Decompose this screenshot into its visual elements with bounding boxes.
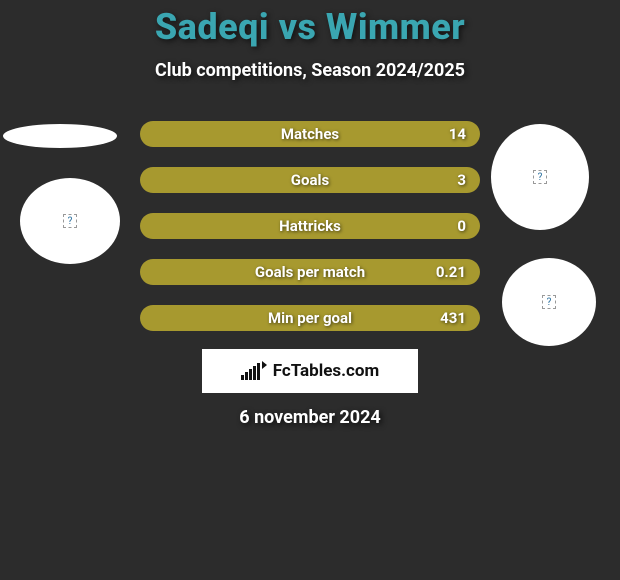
stat-label: Matches [281,125,339,143]
stat-right-value: 0.21 [426,263,466,281]
stat-label: Goals per match [255,263,365,281]
stat-right-value: 431 [426,309,466,327]
stat-row-goals: Goals 3 [140,167,480,193]
stats-list: Matches 14 Goals 3 Hattricks 0 Goals per… [140,121,480,331]
stat-right-value: 14 [426,125,466,143]
stat-label: Min per goal [268,309,352,327]
logo-bars-icon [241,362,260,380]
image-placeholder-icon: ? [63,214,77,228]
image-placeholder-icon: ? [533,170,547,184]
fctables-logo[interactable]: FcTables.com [202,349,418,393]
stat-row-goals-per-match: Goals per match 0.21 [140,259,480,285]
stat-row-min-per-goal: Min per goal 431 [140,305,480,331]
logo-text: FcTables.com [273,361,379,381]
stat-row-hattricks: Hattricks 0 [140,213,480,239]
player-avatar-left: ? [20,178,120,264]
player-avatar-right-1: ? [491,124,589,230]
footer-date: 6 november 2024 [0,407,620,428]
stat-label: Goals [291,171,329,189]
stat-right-value: 0 [426,217,466,235]
player-avatar-placeholder-ellipse [3,124,117,148]
image-placeholder-icon: ? [542,295,556,309]
stat-row-matches: Matches 14 [140,121,480,147]
page-title: Sadeqi vs Wimmer [0,0,620,48]
stat-label: Hattricks [279,217,341,235]
subtitle: Club competitions, Season 2024/2025 [0,60,620,81]
stat-right-value: 3 [426,171,466,189]
logo-arrow-icon [262,361,267,369]
comparison-widget: Sadeqi vs Wimmer Club competitions, Seas… [0,0,620,580]
player-avatar-right-2: ? [502,258,596,346]
